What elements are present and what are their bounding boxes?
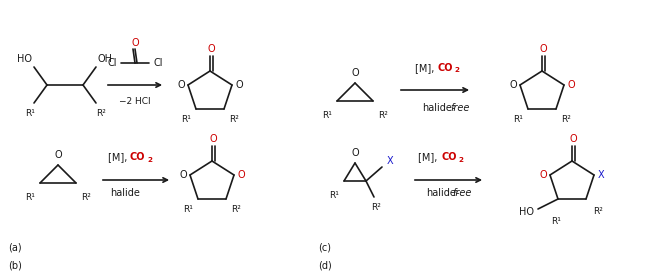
Text: [M],: [M], bbox=[415, 63, 438, 73]
Text: R¹: R¹ bbox=[183, 205, 193, 215]
Text: [M],: [M], bbox=[418, 152, 440, 162]
Text: (a): (a) bbox=[8, 242, 22, 252]
Text: O: O bbox=[539, 170, 547, 180]
Text: R²: R² bbox=[81, 192, 91, 202]
Text: R²: R² bbox=[561, 116, 571, 125]
Text: O: O bbox=[54, 150, 62, 160]
Text: R¹: R¹ bbox=[181, 116, 191, 125]
Text: (d): (d) bbox=[318, 260, 331, 270]
Text: (b): (b) bbox=[8, 260, 22, 270]
Text: CO: CO bbox=[441, 152, 457, 162]
Text: R²: R² bbox=[231, 205, 241, 215]
Text: R¹: R¹ bbox=[329, 191, 339, 199]
Text: R²: R² bbox=[96, 109, 106, 117]
Text: R²: R² bbox=[378, 111, 388, 120]
Text: HO: HO bbox=[18, 54, 32, 64]
Text: free: free bbox=[452, 188, 471, 198]
Text: O: O bbox=[179, 170, 186, 180]
Text: X: X bbox=[598, 170, 604, 180]
Text: R¹: R¹ bbox=[551, 216, 561, 226]
Text: O: O bbox=[209, 134, 217, 144]
Text: halide‑: halide‑ bbox=[422, 103, 455, 113]
Text: R¹: R¹ bbox=[25, 192, 35, 202]
Text: O: O bbox=[235, 80, 243, 90]
Text: R²: R² bbox=[593, 208, 603, 216]
Text: 2: 2 bbox=[459, 156, 463, 163]
Text: R¹: R¹ bbox=[322, 111, 332, 120]
Text: R¹: R¹ bbox=[513, 116, 523, 125]
Text: Cl: Cl bbox=[107, 58, 117, 68]
Text: −2 HCl: −2 HCl bbox=[119, 97, 151, 106]
Text: O: O bbox=[509, 80, 517, 90]
Text: X: X bbox=[387, 156, 393, 166]
Text: O: O bbox=[351, 148, 358, 158]
Text: O: O bbox=[567, 80, 575, 90]
Text: R¹: R¹ bbox=[25, 109, 35, 117]
Text: R²: R² bbox=[229, 116, 239, 125]
Text: R²: R² bbox=[371, 202, 381, 211]
Text: 2: 2 bbox=[455, 67, 459, 73]
Text: CO: CO bbox=[437, 63, 453, 73]
Text: [M],: [M], bbox=[108, 152, 130, 162]
Text: 2: 2 bbox=[148, 156, 152, 163]
Text: Cl: Cl bbox=[154, 58, 163, 68]
Text: O: O bbox=[177, 80, 185, 90]
Text: O: O bbox=[539, 44, 547, 54]
Text: OH: OH bbox=[98, 54, 113, 64]
Text: HO: HO bbox=[519, 207, 534, 217]
Text: (c): (c) bbox=[318, 242, 331, 252]
Text: O: O bbox=[131, 38, 139, 48]
Text: O: O bbox=[237, 170, 244, 180]
Text: O: O bbox=[569, 134, 577, 144]
Text: O: O bbox=[351, 68, 358, 78]
Text: free: free bbox=[450, 103, 469, 113]
Text: halide: halide bbox=[110, 188, 140, 198]
Text: halide‑: halide‑ bbox=[426, 188, 459, 198]
Text: O: O bbox=[207, 44, 215, 54]
Text: CO: CO bbox=[130, 152, 146, 162]
